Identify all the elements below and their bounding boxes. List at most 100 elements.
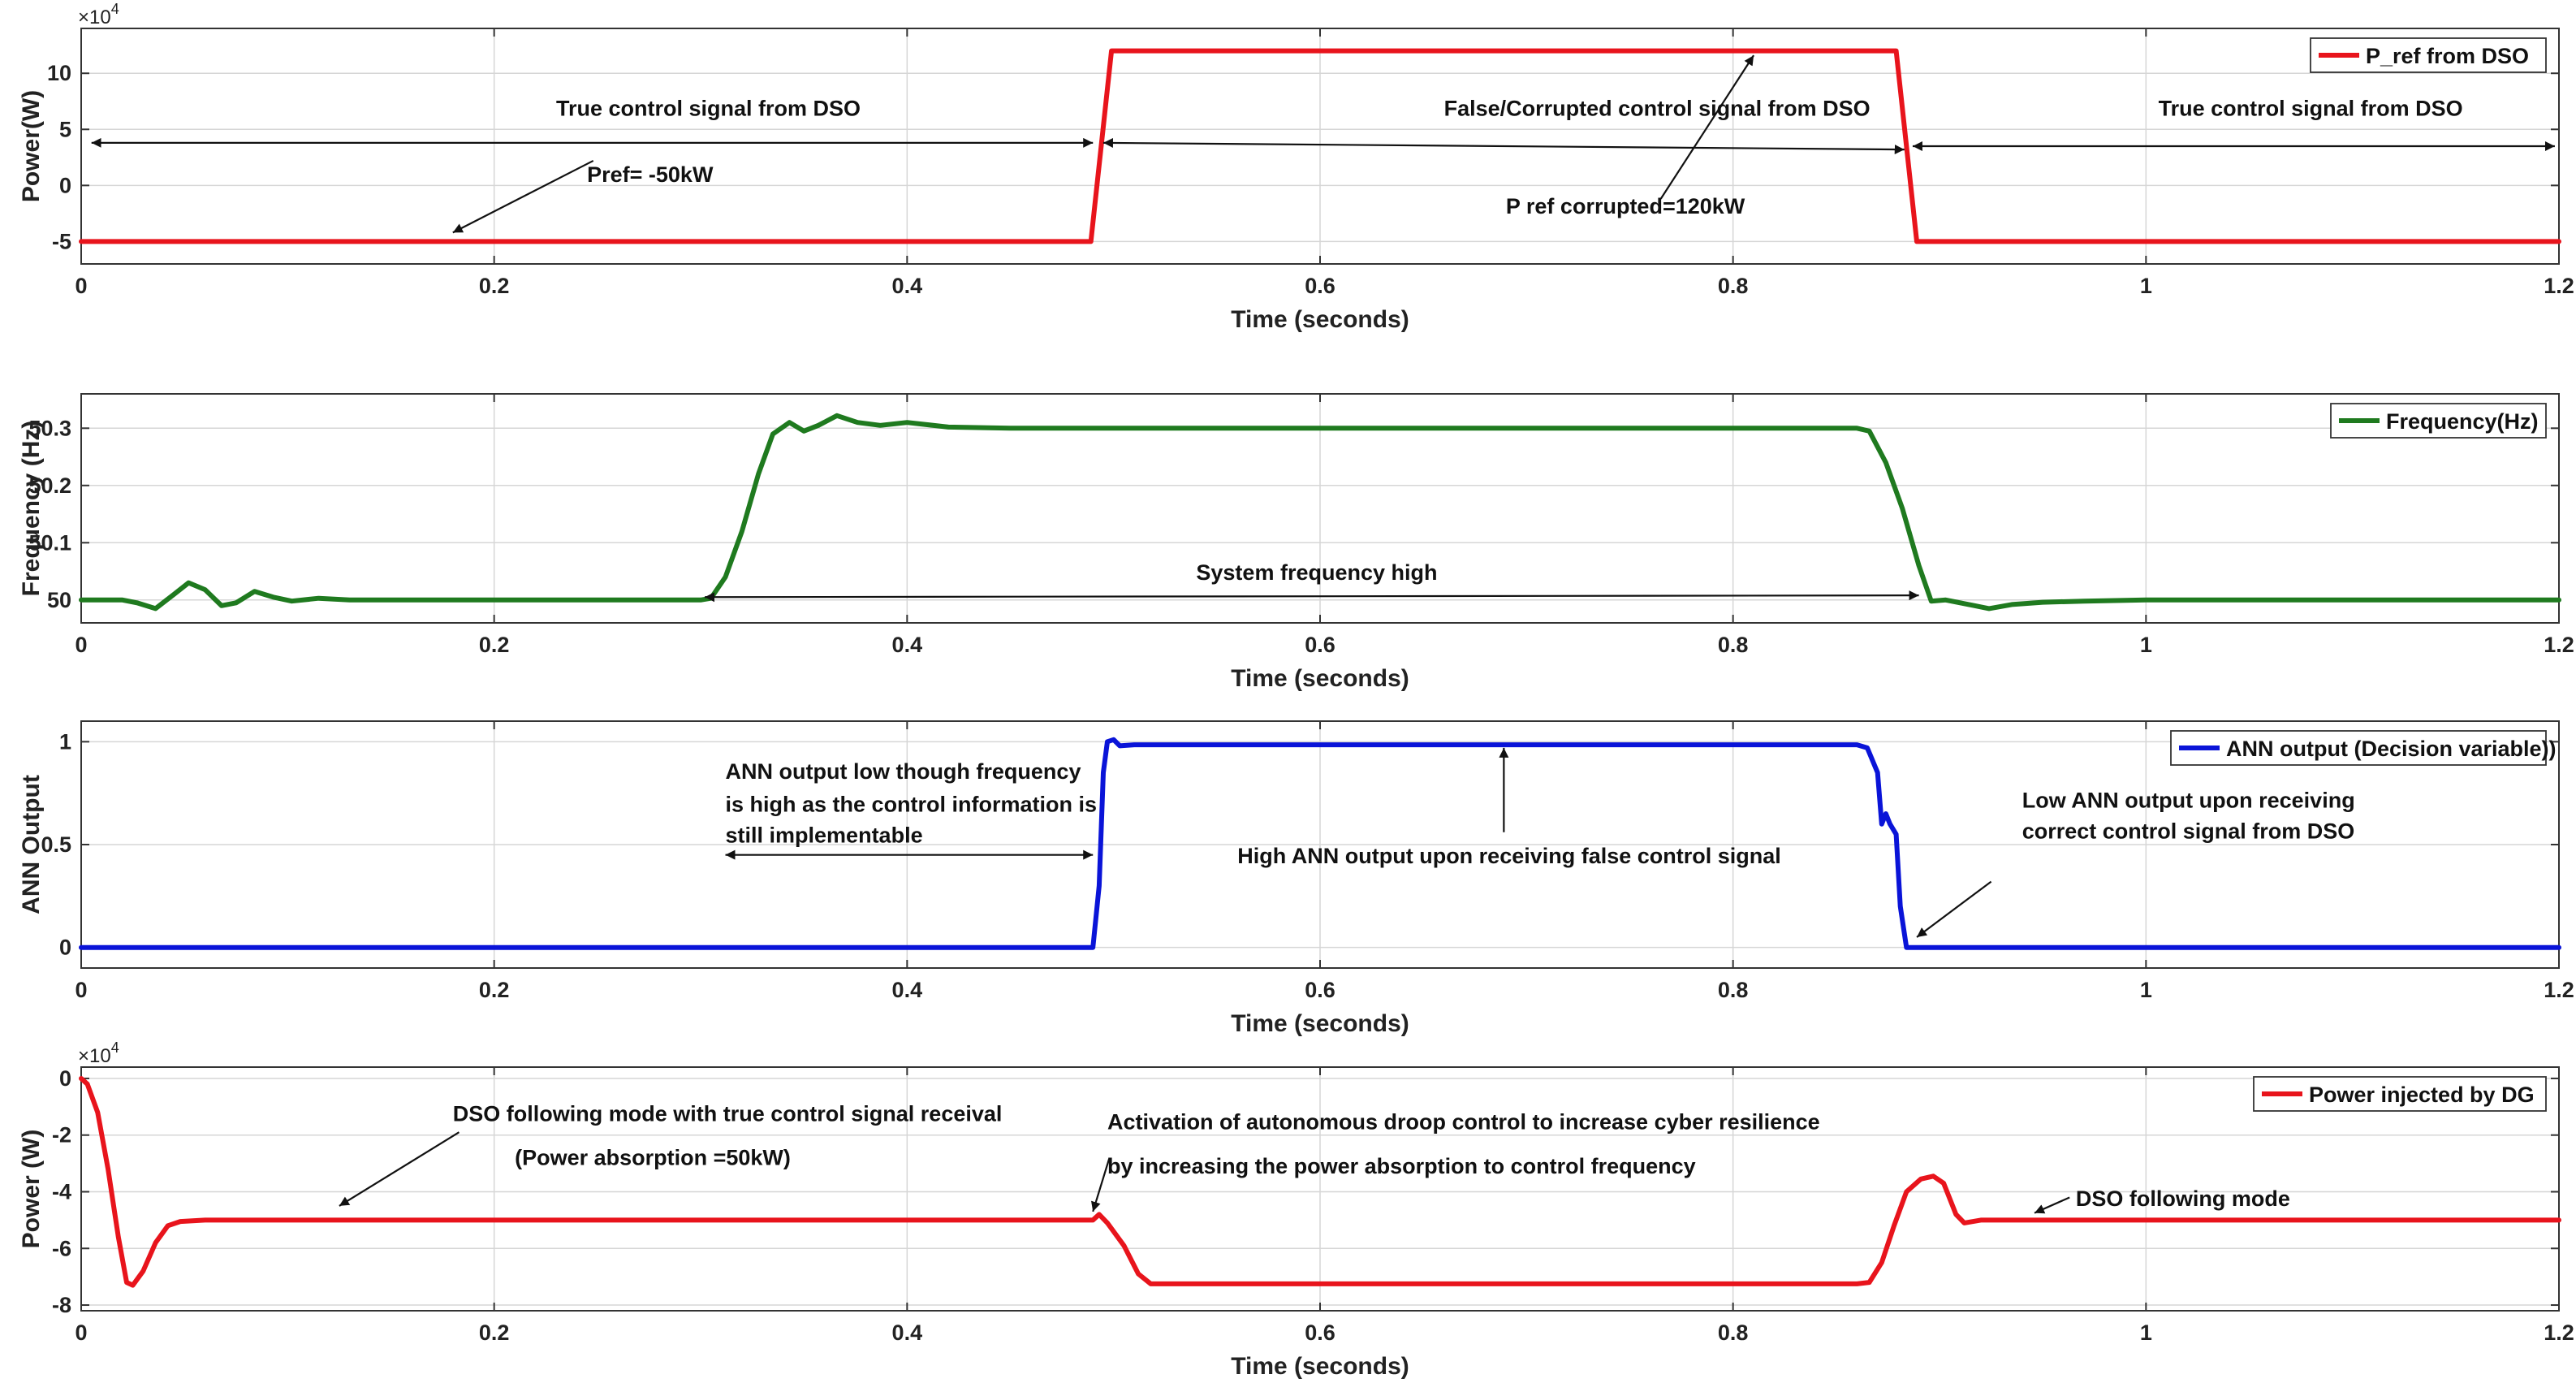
y-exponent-power: 4 [111, 1039, 119, 1056]
annotation-text: still implementable [726, 823, 923, 847]
x-axis-label: Time (seconds) [1231, 665, 1409, 692]
x-axis-label: Time (seconds) [1231, 1010, 1409, 1037]
legend: P_ref from DSO [2310, 37, 2547, 73]
y-tick-label: -8 [52, 1293, 71, 1317]
x-tick-label: 0.6 [1305, 633, 1335, 657]
annotation-text: DSO following mode with true control sig… [453, 1101, 1003, 1126]
x-tick-label: 1.2 [2544, 633, 2574, 657]
y-axis-label: ANN Output [18, 775, 45, 914]
annotation-text: P ref corrupted=120kW [1506, 194, 1745, 218]
legend-entry: ANN output (Decision variable)) [2226, 737, 2557, 761]
x-tick-label: 0.8 [1718, 1320, 1749, 1345]
y-exponent-base: ×10 [78, 6, 111, 28]
series-line-1 [79, 48, 2561, 244]
y-tick-label: -4 [52, 1179, 71, 1204]
y-exponent: ×104 [78, 1039, 119, 1067]
y-axis-label: Power(W) [18, 90, 45, 202]
x-tick-label: 0.6 [1305, 274, 1335, 298]
annotation-text: by increasing the power absorption to co… [1107, 1154, 1696, 1178]
x-tick-label: 0.4 [892, 633, 923, 657]
series-line-1 [79, 1076, 2561, 1288]
x-tick-label: 0 [75, 1320, 87, 1345]
x-tick-label: 0.8 [1718, 633, 1749, 657]
y-tick-label: 50.1 [28, 530, 71, 555]
x-tick-label: 0.6 [1305, 1320, 1335, 1345]
x-tick-label: 1.2 [2544, 1320, 2574, 1345]
legend-entry: Frequency(Hz) [2386, 409, 2539, 434]
y-tick-label: -2 [52, 1123, 71, 1147]
annotation-text: (Power absorption =50kW) [515, 1145, 791, 1169]
annotation-arrow [1091, 1157, 1111, 1212]
annotation-text: ANN output low though frequency [726, 759, 1081, 784]
x-tick-label: 1 [2140, 274, 2152, 298]
x-tick-label: 0 [75, 633, 87, 657]
y-axis-label: Power (W) [18, 1130, 45, 1249]
annotation-text: Low ANN output upon receiving [2022, 788, 2355, 812]
y-tick-label: -5 [52, 229, 71, 253]
y-tick-label: 1 [59, 729, 71, 754]
annotation-text: True control signal from DSO [556, 97, 861, 121]
x-axis-label: Time (seconds) [1231, 306, 1409, 333]
x-tick-label: 1 [2140, 1320, 2152, 1345]
x-tick-label: 0.8 [1718, 978, 1749, 1002]
y-axis-label: Frequency (Hz) [18, 421, 45, 597]
legend: Power injected by DG [2253, 1076, 2547, 1112]
annotation-arrow [2034, 1196, 2070, 1214]
x-tick-label: 1.2 [2544, 978, 2574, 1002]
y-exponent: ×104 [78, 1, 119, 28]
x-tick-label: 1 [2140, 978, 2152, 1002]
y-tick-label: 50.3 [28, 416, 71, 440]
y-exponent-base: ×10 [78, 1045, 111, 1067]
annotation-text: DSO following mode [2076, 1186, 2290, 1211]
x-tick-label: 0.2 [479, 978, 510, 1002]
y-tick-label: 50.2 [28, 473, 71, 498]
legend-box [2170, 730, 2547, 766]
x-tick-label: 0.4 [892, 1320, 923, 1345]
annotation-text: is high as the control information is [726, 792, 1098, 816]
annotation-arrow [705, 590, 1919, 603]
x-tick-label: 0 [75, 978, 87, 1002]
y-exponent-power: 4 [111, 1, 119, 17]
annotation-text: Pref= -50kW [587, 162, 714, 187]
annotation-text: System frequency high [1196, 560, 1437, 585]
y-tick-label: 10 [47, 61, 71, 85]
x-tick-label: 0.6 [1305, 978, 1335, 1002]
x-tick-label: 1.2 [2544, 274, 2574, 298]
x-tick-label: 1 [2140, 633, 2152, 657]
annotation-text: True control signal from DSO [2159, 97, 2463, 121]
legend: Frequency(Hz) [2330, 403, 2547, 439]
x-tick-label: 0.2 [479, 274, 510, 298]
chart-panel-2: 0 0.2 0.4 0.6 0.8 1 1.2 50 50.1 50.2 50.3 Time (sec… [18, 393, 2574, 692]
annotation-arrow [1659, 54, 1755, 200]
annotation-arrow [1102, 137, 1905, 155]
x-tick-label: 0.4 [892, 978, 923, 1002]
chart-panel-3: 0 0.2 0.4 0.6 0.8 1 1.2 0 0.5 1 Time (seconds) ANN … [18, 720, 2574, 1037]
series-line-1 [79, 737, 2561, 950]
y-tick-label: 0.5 [41, 832, 71, 857]
annotation-text: False/Corrupted control signal from DSO [1444, 97, 1871, 121]
x-tick-label: 0.2 [479, 633, 510, 657]
chart-panel-4: 0 0.2 0.4 0.6 0.8 1 1.2 -8 -6 -4 -2 0 ×104 Time (seco… [18, 1039, 2574, 1380]
y-tick-label: 0 [59, 1066, 71, 1091]
legend-entry: P_ref from DSO [2366, 44, 2529, 68]
series-line-1 [79, 413, 2561, 612]
legend-entry: Power injected by DG [2309, 1083, 2535, 1107]
annotation-arrow [452, 159, 594, 234]
x-axis-label: Time (seconds) [1231, 1353, 1409, 1380]
annotation-text: High ANN output upon receiving false con… [1237, 844, 1781, 868]
x-tick-label: 0.4 [892, 274, 923, 298]
annotation-arrow [339, 1131, 460, 1207]
y-tick-label: 50 [47, 588, 71, 612]
annotation-text: correct control signal from DSO [2022, 819, 2355, 843]
y-tick-label: 0 [59, 936, 71, 960]
legend: ANN output (Decision variable)) [2170, 730, 2557, 766]
x-tick-label: 0.2 [479, 1320, 510, 1345]
x-tick-label: 0 [75, 274, 87, 298]
annotation-text: Activation of autonomous droop control t… [1107, 1110, 1820, 1135]
y-tick-label: -6 [52, 1236, 71, 1260]
y-tick-label: 5 [59, 117, 71, 141]
y-tick-label: 0 [59, 173, 71, 197]
x-tick-label: 0.8 [1718, 274, 1749, 298]
